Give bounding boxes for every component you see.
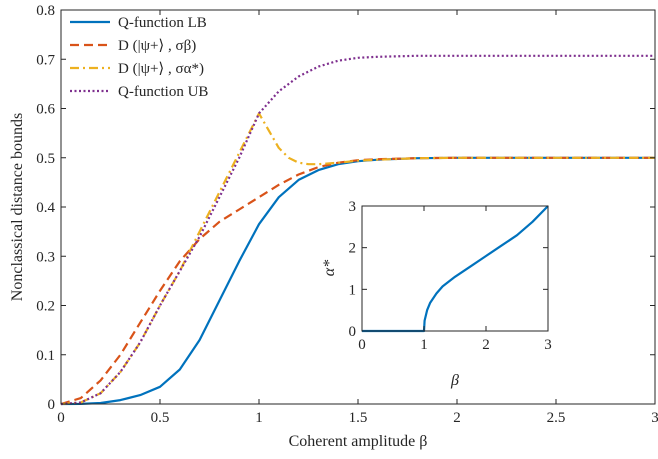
inset-series-lines	[362, 205, 549, 333]
main-x-tick-label: 1	[255, 410, 263, 426]
main-y-tick-label: 0	[48, 397, 56, 413]
main-x-tick-label: 1.5	[349, 410, 368, 426]
main-axes-box	[60, 9, 656, 405]
main-y-tick-label: 0.8	[36, 3, 55, 19]
inset-y-axis-label: α*	[321, 260, 338, 276]
main-x-tick-label: 0.5	[151, 410, 170, 426]
legend-label-0: Q-function LB	[118, 15, 207, 31]
inset-y-tick-label: 3	[349, 199, 357, 215]
main-y-tick-label: 0.3	[36, 249, 55, 265]
inset-y-tick-label: 1	[349, 282, 357, 298]
main-y-tick-label: 0.1	[36, 348, 55, 364]
main-y-tick-label: 0.5	[36, 151, 55, 167]
inset-axes-box	[361, 205, 549, 332]
main-x-tick-label: 0	[57, 410, 65, 426]
main-series-1-line	[60, 156, 655, 406]
inset-series-0-line	[362, 205, 549, 333]
main-plot: 0 0.5 1 1.5 2 2.5 3 0 0.1 0.2 0.3 0.4 0.5 0.6 0.7 0.8 C…	[9, 3, 658, 450]
inset-x-tick-label: 3	[544, 337, 552, 353]
legend-label-3: Q-function UB	[118, 84, 208, 100]
main-y-tick-label: 0.7	[36, 52, 55, 68]
main-x-tick-label: 3	[651, 410, 658, 426]
main-series-lines	[60, 54, 655, 406]
inset-plot: 0 1 2 3 0 1 2 3 β α*	[321, 199, 552, 389]
inset-x-axis-label: β	[450, 372, 459, 389]
main-y-tick-label: 0.4	[36, 200, 55, 216]
inset-x-tick-label: 2	[482, 337, 490, 353]
inset-y-tick-label: 2	[349, 241, 357, 257]
legend-label-2: D (|ψ+⟩ , σα*)	[118, 61, 204, 77]
main-ticks: 0 0.5 1 1.5 2 2.5 3 0 0.1 0.2 0.3 0.4 0.5 0.6 0.7 0.8	[36, 3, 658, 426]
main-x-axis-label: Coherent amplitude β	[289, 433, 428, 450]
inset-x-tick-label: 1	[420, 337, 428, 353]
inset-x-tick-label: 0	[358, 337, 366, 353]
legend: Q-function LB D (|ψ+⟩ , σβ) D (|ψ+⟩ , σα*)…	[70, 15, 208, 100]
main-x-tick-label: 2.5	[547, 410, 566, 426]
main-x-tick-label: 2	[453, 410, 461, 426]
legend-label-1: D (|ψ+⟩ , σβ)	[118, 38, 196, 54]
main-y-tick-label: 0.6	[36, 102, 55, 118]
main-y-axis-label: Nonclassical distance bounds	[9, 113, 26, 301]
main-series-3-line	[60, 54, 655, 406]
inset-y-tick-label: 0	[349, 324, 357, 340]
main-y-tick-label: 0.2	[36, 299, 55, 315]
